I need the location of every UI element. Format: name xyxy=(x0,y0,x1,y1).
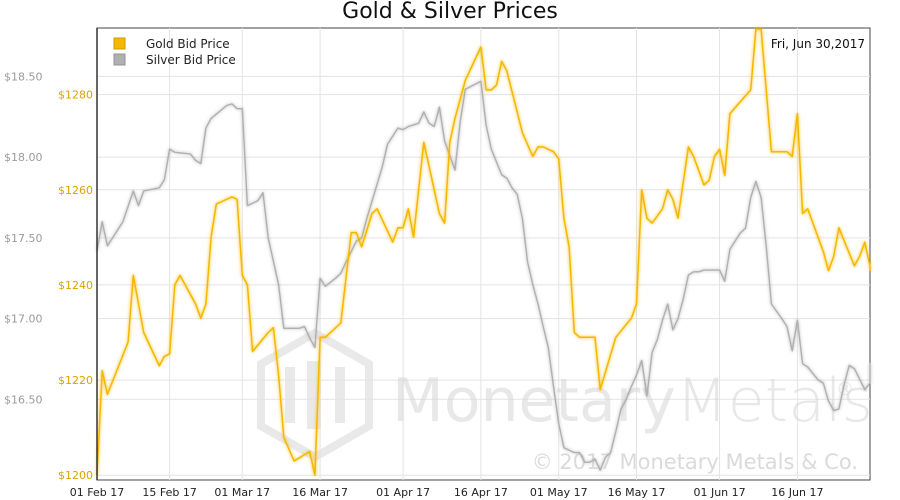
x-tick-label: 01 Apr 17 xyxy=(376,486,430,499)
gold-tick-label: $1280 xyxy=(58,89,93,102)
x-tick-label: 16 Mar 17 xyxy=(292,486,348,499)
x-tick-label: 01 Mar 17 xyxy=(214,486,270,499)
x-tick-label: 15 Feb 17 xyxy=(142,486,196,499)
silver-price-line xyxy=(96,80,871,471)
x-tick-label: 01 Feb 17 xyxy=(70,486,124,499)
silver-tick-label: $17.50 xyxy=(4,232,43,245)
x-tick-label: 01 May 17 xyxy=(530,486,588,499)
x-tick-label: 01 Jun 17 xyxy=(693,486,745,499)
silver-tick-label: $16.50 xyxy=(4,393,43,406)
legend-swatch-silver xyxy=(113,53,126,66)
gold-tick-label: $1220 xyxy=(58,374,93,387)
gold-tick-label: $1260 xyxy=(58,184,93,197)
gold-tick-label: $1240 xyxy=(58,279,93,292)
watermark-registered: ® xyxy=(836,379,854,400)
x-tick-label: 16 Jun 17 xyxy=(771,486,823,499)
legend: Gold Bid Price Silver Bid Price xyxy=(113,37,236,67)
watermark-brand-left: Monetary xyxy=(392,366,676,436)
x-tick-label: 16 May 17 xyxy=(608,486,666,499)
chart-title: Gold & Silver Prices xyxy=(342,0,558,24)
legend-label-silver: Silver Bid Price xyxy=(146,53,236,67)
gold-price-line xyxy=(96,28,871,476)
watermark-brand-right: Metals xyxy=(676,366,873,436)
silver-tick-label: $18.00 xyxy=(4,151,43,164)
legend-label-gold: Gold Bid Price xyxy=(146,37,230,51)
series-layer xyxy=(96,28,871,476)
gold-axis: $16.50 $17.00 $17.50 $18.00 $18.50 $1200 $1220… xyxy=(4,28,98,482)
gold-tick-label: $1200 xyxy=(58,469,93,482)
x-tick-label: 16 Apr 17 xyxy=(454,486,508,499)
silver-tick-label: $18.50 xyxy=(4,70,43,83)
x-axis: 01 Feb 17 15 Feb 17 01 Mar 17 16 Mar 17 01 A… xyxy=(70,486,824,499)
date-label: Fri, Jun 30,2017 xyxy=(771,37,865,51)
silver-tick-label: $17.00 xyxy=(4,313,43,326)
watermark: Monetary Metals ® © 2017 Monetary Metals… xyxy=(257,328,873,474)
legend-swatch-gold xyxy=(113,37,126,50)
